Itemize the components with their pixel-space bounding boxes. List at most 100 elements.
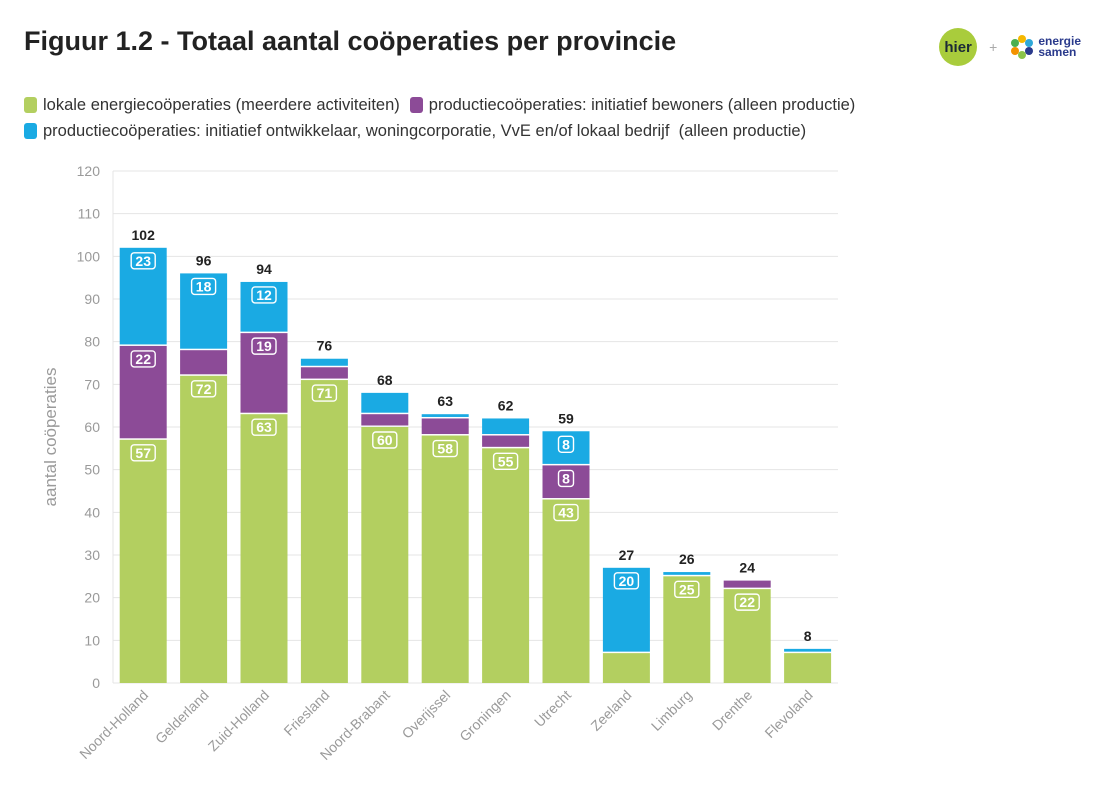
segment-label: 8 — [562, 436, 570, 452]
bar-segment — [361, 427, 409, 683]
total-label: 68 — [377, 372, 393, 388]
x-tick-label: Limburg — [648, 687, 695, 734]
bar-segment — [663, 572, 711, 575]
segment-label-frame — [613, 572, 640, 590]
segment-label-frame — [372, 431, 398, 449]
segment-label: 71 — [317, 385, 333, 401]
chart-title: Figuur 1.2 - Totaal aantal coöperaties p… — [24, 26, 677, 56]
y-tick-label: 50 — [84, 462, 100, 478]
segment-label-frame — [432, 439, 458, 458]
segment-label-frame — [674, 580, 700, 599]
bar-segment — [300, 358, 348, 366]
energie-samen-logo: energie samen — [1009, 34, 1081, 60]
bar-segment — [300, 367, 348, 379]
bar-segment — [180, 273, 228, 349]
bar-segment — [300, 380, 348, 683]
segment-label: 22 — [739, 594, 755, 610]
total-label: 63 — [437, 393, 453, 409]
segment-label-frame — [130, 350, 156, 368]
bar-segment — [723, 580, 771, 588]
y-tick-label: 60 — [84, 419, 100, 435]
legend-item-ontwikkelaar: productiecoöperaties: initiatief ontwikk… — [24, 122, 806, 141]
x-tick-label: Noord-Holland — [76, 687, 151, 762]
bar-segment — [482, 435, 530, 447]
bar-segment — [240, 281, 288, 332]
y-tick-label: 70 — [84, 376, 100, 392]
legend-item-bewoners: productiecoöperaties: initiatief bewoner… — [409, 96, 855, 115]
bar-segment — [784, 653, 832, 683]
segment-label: 23 — [135, 253, 151, 269]
x-tick-label: Flevoland — [761, 687, 815, 741]
x-tick-label: Zeeland — [587, 687, 634, 734]
x-tick-label: Overijssel — [399, 687, 454, 742]
segment-label-frame — [557, 435, 575, 453]
bar-segment — [119, 439, 167, 683]
bar-segment — [482, 448, 530, 683]
segment-label: 18 — [196, 278, 212, 294]
y-tick-label: 10 — [84, 632, 100, 648]
y-tick-label: 40 — [84, 504, 100, 520]
legend-swatch-purple — [409, 97, 423, 113]
bar-segment — [421, 418, 469, 435]
total-label: 76 — [317, 338, 333, 354]
segment-label-frame — [190, 277, 217, 296]
total-label: 96 — [196, 252, 212, 268]
y-tick-label: 110 — [78, 206, 101, 222]
segment-label-frame — [492, 452, 519, 471]
legend: lokale energiecoöperaties (meerdere acti… — [24, 92, 865, 144]
legend-label-ontwikkelaar: productiecoöperaties: initiatief ontwikk… — [43, 121, 807, 140]
y-tick-label: 100 — [77, 248, 101, 264]
x-tick-label: Groningen — [456, 687, 514, 745]
x-tick-label: Zuid-Holland — [205, 687, 272, 754]
segment-label-frame — [190, 380, 217, 398]
bar-segment — [180, 350, 228, 375]
segment-label: 12 — [256, 287, 272, 303]
segment-label: 19 — [256, 338, 272, 354]
x-tick-label: Friesland — [280, 687, 332, 739]
segment-label: 43 — [558, 505, 574, 521]
x-tick-label: Utrecht — [531, 687, 574, 730]
segment-label-frame — [734, 593, 760, 611]
segment-label: 55 — [498, 453, 514, 469]
segment-label: 22 — [135, 351, 151, 367]
bar-segment — [421, 414, 469, 417]
x-tick-label: Gelderland — [152, 687, 212, 747]
bar-segment — [361, 414, 409, 426]
legend-item-lokale: lokale energiecoöperaties (meerdere acti… — [24, 96, 400, 115]
segment-label-frame — [251, 337, 277, 355]
segment-label: 58 — [437, 441, 453, 457]
logos: hier + energie samen — [939, 28, 1081, 66]
legend-swatch-green — [24, 97, 37, 113]
total-label: 27 — [619, 547, 635, 563]
hier-logo-text: hier — [944, 38, 972, 56]
bar-segment — [119, 345, 167, 439]
energie-text: energie — [1038, 34, 1081, 48]
segment-label-frame — [557, 469, 575, 488]
bar-segment — [663, 576, 711, 683]
y-tick-label: 0 — [92, 675, 100, 691]
y-tick-label: 90 — [84, 291, 100, 307]
bar-segment — [119, 247, 167, 345]
total-label: 24 — [739, 560, 755, 576]
bar-segment — [240, 414, 288, 683]
bar-segment — [240, 333, 288, 413]
hier-logo: hier — [939, 28, 978, 66]
samen-text: samen — [1038, 45, 1077, 59]
y-tick-label: 120 — [77, 163, 101, 179]
legend-row-1: lokale energiecoöperaties (meerdere acti… — [24, 92, 865, 118]
bar-segment — [482, 418, 530, 435]
total-label: 26 — [679, 551, 695, 567]
segment-label: 63 — [256, 419, 272, 435]
segment-label: 20 — [619, 573, 635, 589]
bar-segment — [542, 499, 590, 683]
legend-swatch-blue — [24, 123, 37, 139]
segment-label-frame — [130, 444, 156, 462]
total-label: 102 — [132, 227, 156, 243]
legend-row-2: productiecoöperaties: initiatief ontwikk… — [24, 118, 865, 144]
segment-label: 60 — [377, 432, 393, 448]
y-axis-label: aantal coöperaties — [41, 368, 60, 507]
bar-segment — [602, 567, 650, 652]
bar-segment — [784, 648, 832, 652]
energie-samen-text: energie samen — [1038, 34, 1081, 59]
segment-label-frame — [311, 384, 338, 402]
